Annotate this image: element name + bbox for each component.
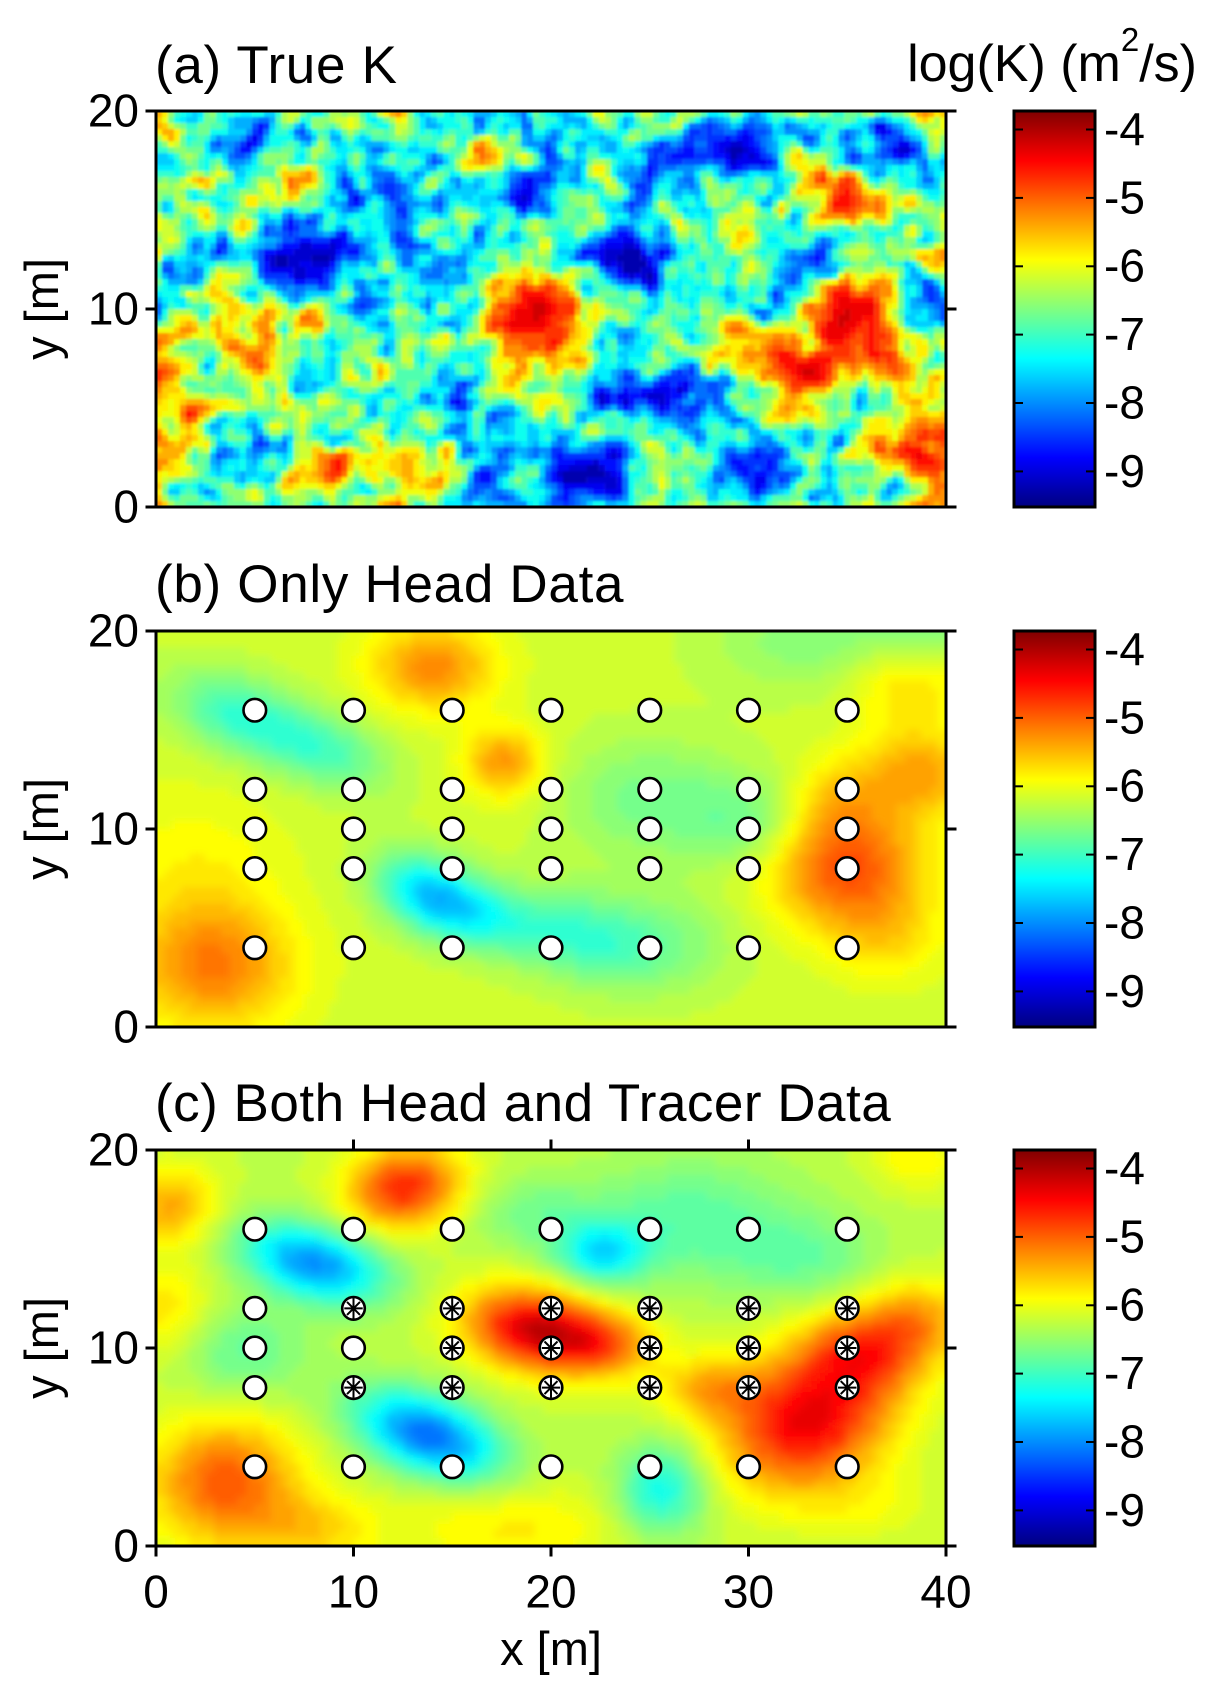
svg-text:-4: -4 [1104, 1142, 1145, 1194]
svg-text:10: 10 [88, 282, 139, 334]
svg-text:0: 0 [113, 1519, 139, 1571]
svg-text:y [m]: y [m] [15, 778, 68, 880]
svg-text:10: 10 [88, 1321, 139, 1373]
svg-text:-9: -9 [1104, 1484, 1145, 1536]
svg-text:x [m]: x [m] [500, 1622, 602, 1675]
svg-text:-5: -5 [1104, 691, 1145, 743]
svg-text:-5: -5 [1104, 171, 1145, 223]
svg-text:-7: -7 [1104, 1347, 1145, 1399]
svg-text:0: 0 [143, 1566, 169, 1618]
svg-text:(a) True K: (a) True K [155, 36, 398, 95]
svg-text:-6: -6 [1104, 1279, 1145, 1331]
svg-text:-5: -5 [1104, 1210, 1145, 1262]
svg-text:20: 20 [525, 1566, 576, 1618]
svg-text:(c) Both Head and Tracer Data: (c) Both Head and Tracer Data [155, 1074, 891, 1133]
svg-text:10: 10 [328, 1566, 379, 1618]
svg-text:30: 30 [723, 1566, 774, 1618]
svg-text:-8: -8 [1104, 376, 1145, 428]
svg-text:-6: -6 [1104, 240, 1145, 292]
svg-text:20: 20 [88, 604, 139, 656]
svg-text:0: 0 [113, 480, 139, 532]
svg-text:-4: -4 [1104, 623, 1145, 675]
svg-text:-8: -8 [1104, 896, 1145, 948]
svg-text:y [m]: y [m] [15, 1297, 68, 1399]
svg-text:-9: -9 [1104, 445, 1145, 497]
svg-text:-8: -8 [1104, 1415, 1145, 1467]
svg-text:y [m]: y [m] [15, 258, 68, 360]
svg-text:-6: -6 [1104, 760, 1145, 812]
svg-text:10: 10 [88, 802, 139, 854]
svg-text:-7: -7 [1104, 308, 1145, 360]
svg-text:-4: -4 [1104, 103, 1145, 155]
svg-text:20: 20 [88, 84, 139, 136]
svg-text:(b) Only Head Data: (b) Only Head Data [155, 555, 624, 614]
svg-text:-9: -9 [1104, 965, 1145, 1017]
svg-text:20: 20 [88, 1123, 139, 1175]
svg-text:40: 40 [920, 1566, 971, 1618]
svg-text:0: 0 [113, 1000, 139, 1052]
svg-text:-7: -7 [1104, 828, 1145, 880]
